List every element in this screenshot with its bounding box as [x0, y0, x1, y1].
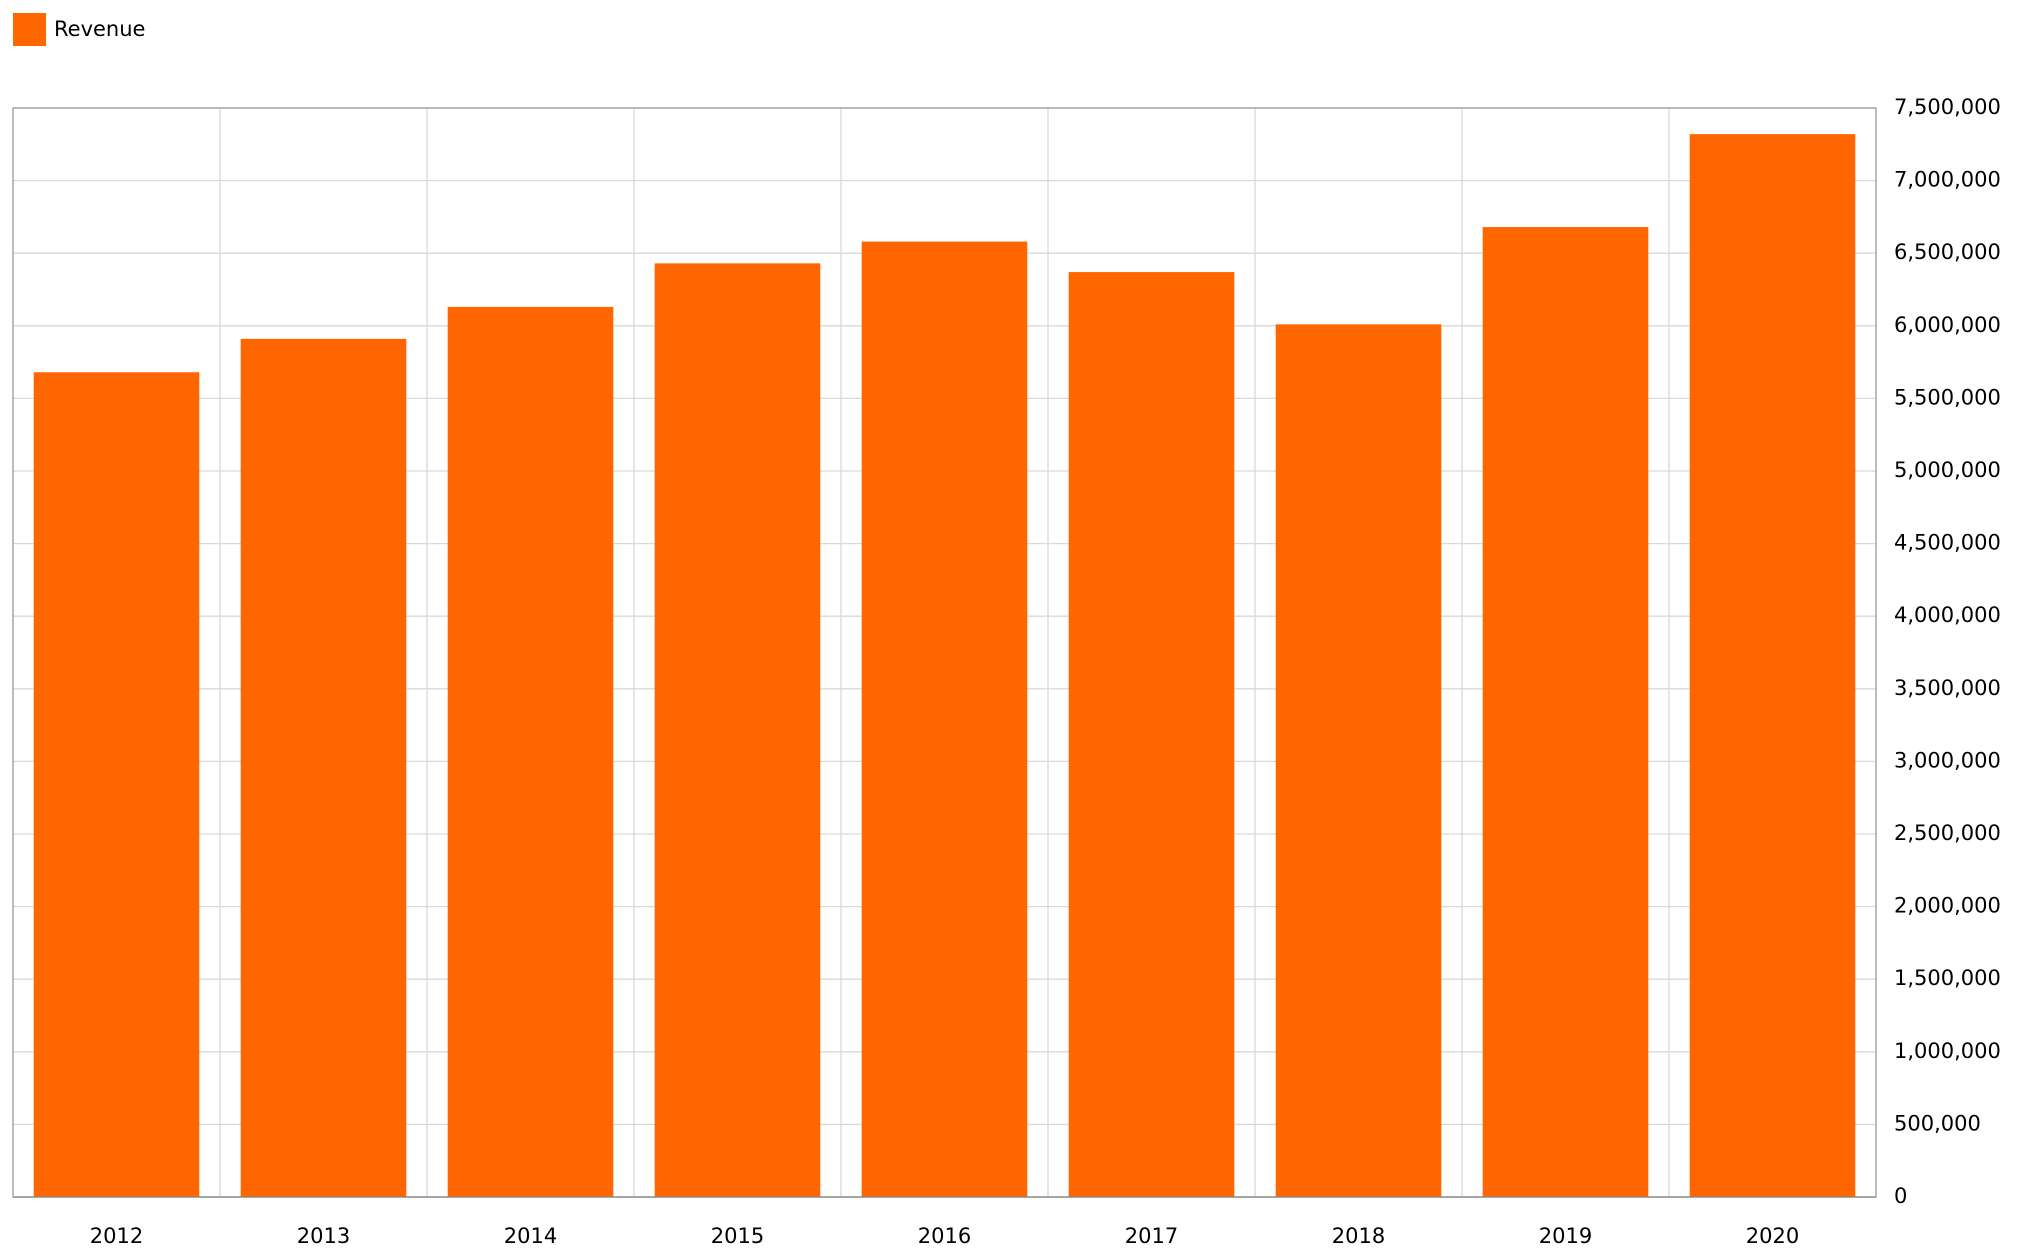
x-tick-label: 2016	[918, 1224, 971, 1248]
y-tick-label: 7,000,000	[1894, 168, 2001, 192]
x-tick-label: 2019	[1539, 1224, 1592, 1248]
legend-swatch	[13, 13, 46, 46]
bar	[447, 306, 614, 1197]
bar	[861, 241, 1028, 1198]
x-tick-label: 2015	[711, 1224, 764, 1248]
legend-label: Revenue	[54, 17, 145, 41]
y-tick-label: 5,000,000	[1894, 458, 2001, 482]
x-tick-label: 2017	[1125, 1224, 1178, 1248]
y-tick-label: 2,500,000	[1894, 821, 2001, 845]
y-tick-label: 4,000,000	[1894, 603, 2001, 627]
y-tick-label: 4,500,000	[1894, 531, 2001, 555]
y-tick-label: 3,500,000	[1894, 676, 2001, 700]
y-tick-label: 500,000	[1894, 1111, 1981, 1135]
x-tick-label: 2012	[90, 1224, 143, 1248]
bar	[1482, 227, 1649, 1198]
y-tick-label: 1,500,000	[1894, 966, 2001, 990]
y-tick-label: 6,000,000	[1894, 313, 2001, 337]
x-tick-label: 2018	[1332, 1224, 1385, 1248]
bar	[33, 372, 200, 1197]
y-tick-label: 0	[1894, 1184, 1907, 1208]
y-tick-label: 7,500,000	[1894, 95, 2001, 119]
x-tick-label: 2014	[504, 1224, 557, 1248]
bar	[654, 263, 821, 1197]
x-tick-label: 2013	[297, 1224, 350, 1248]
bar	[1275, 324, 1442, 1197]
y-tick-label: 5,500,000	[1894, 385, 2001, 409]
y-tick-label: 6,500,000	[1894, 240, 2001, 264]
x-tick-label: 2020	[1746, 1224, 1799, 1248]
y-tick-label: 3,000,000	[1894, 748, 2001, 772]
bar	[1689, 134, 1856, 1198]
bar	[1068, 272, 1235, 1197]
bar	[240, 338, 407, 1197]
y-tick-label: 2,000,000	[1894, 894, 2001, 918]
y-tick-label: 1,000,000	[1894, 1039, 2001, 1063]
